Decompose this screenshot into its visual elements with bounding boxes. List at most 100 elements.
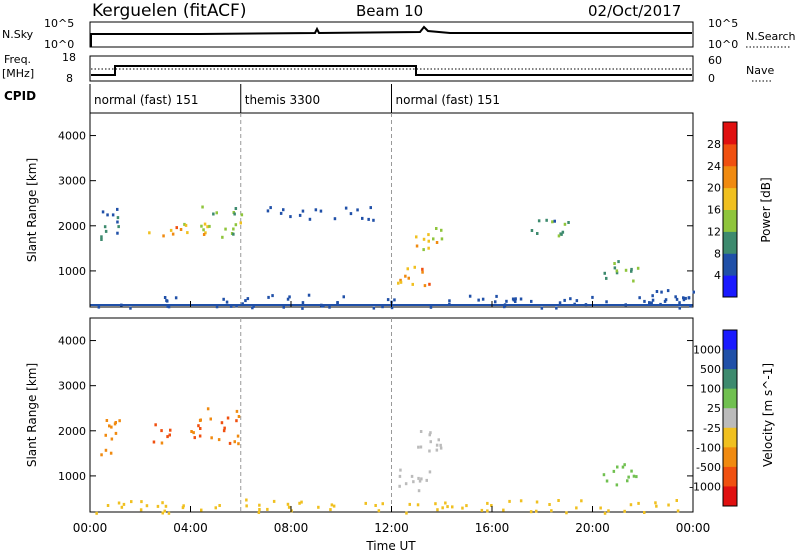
scatter-cell (412, 480, 415, 484)
scatter-cell (104, 448, 108, 452)
y-tick-label: 4000 (58, 335, 86, 348)
scatter-cell (286, 502, 290, 506)
scatter-cell (116, 220, 119, 224)
scatter-cell (627, 475, 630, 479)
scatter-cell (300, 500, 303, 504)
scatter-cell (684, 296, 687, 300)
scatter-cell (190, 430, 193, 433)
noise-left-tick-top: 10^5 (44, 17, 74, 30)
scatter-cell (557, 499, 560, 502)
power-colorbar-swatch (723, 187, 737, 210)
scatter-cell (169, 428, 172, 432)
scatter-cell (404, 482, 408, 486)
scatter-cell (100, 238, 103, 241)
power-colorbar-tick: 20 (707, 182, 721, 195)
scatter-cell (154, 423, 157, 427)
scatter-cell (307, 293, 311, 297)
scatter-cell (271, 294, 274, 298)
scatter-cell (223, 426, 226, 430)
scatter-cell (113, 422, 117, 426)
scatter-cell (257, 511, 261, 514)
x-tick-label: 00:00 (73, 521, 108, 535)
scatter-cell (199, 418, 202, 422)
scatter-cell (166, 304, 169, 308)
power-colorbar-tick: 12 (707, 225, 721, 238)
scatter-cell (200, 224, 203, 228)
scatter-cell (624, 268, 628, 272)
scatter-cell (637, 501, 640, 505)
scatter-cell (117, 225, 120, 229)
scatter-cell (209, 417, 212, 421)
scatter-cell (648, 301, 651, 305)
station-title: Kerguelen (fitACF) (92, 1, 246, 21)
scatter-cell (317, 505, 320, 509)
scatter-cell (502, 508, 505, 512)
power-colorbar-label: Power [dB] (759, 177, 773, 242)
scatter-cell (429, 440, 432, 444)
scatter-cell (232, 227, 235, 231)
scatter-cell (377, 509, 381, 513)
scatter-cell (298, 213, 302, 217)
velocity-colorbar-tick: 25 (707, 402, 721, 415)
scatter-cell (168, 433, 171, 437)
scatter-cell (192, 431, 195, 435)
velocity-colorbar-swatch (723, 466, 737, 487)
scatter-cell (607, 509, 610, 513)
power-colorbar-tick: 24 (707, 160, 721, 173)
scatter-cell (569, 297, 572, 301)
scatter-cell (615, 271, 619, 275)
scatter-cell (103, 225, 107, 229)
scatter-cell (407, 276, 410, 280)
y-tick-label: 3000 (58, 175, 86, 188)
scatter-cell (511, 297, 515, 301)
scatter-cell (130, 500, 133, 504)
scatter-cell (537, 219, 541, 223)
x-tick-label: 16:00 (475, 521, 510, 535)
scatter-cell (175, 226, 178, 230)
scatter-cell (202, 233, 206, 236)
scatter-cell (169, 228, 173, 232)
scatter-cell (163, 509, 166, 513)
scatter-cell (567, 221, 570, 224)
scatter-cell (111, 213, 115, 217)
scatter-cell (605, 276, 608, 280)
scatter-cell (428, 449, 431, 453)
scatter-cell (559, 232, 562, 236)
power-y-axis: 1000 2000 3000 4000 (58, 130, 693, 278)
scatter-cell (101, 210, 105, 214)
scatter-cell (411, 282, 414, 286)
scatter-cell (301, 306, 304, 310)
scatter-cell (162, 234, 165, 238)
scatter-cell (245, 498, 248, 502)
scatter-cell (615, 269, 619, 273)
scatter-cell (182, 504, 185, 508)
scatter-cell (434, 502, 437, 506)
scatter-cell (106, 213, 109, 217)
scatter-cell (435, 227, 438, 230)
scatter-cell (612, 469, 616, 473)
scatter-cell (164, 504, 168, 508)
scatter-cell (97, 305, 101, 309)
scatter-cell (204, 231, 207, 235)
scatter-cell (495, 294, 498, 298)
x-tick-label: 12:00 (374, 521, 409, 535)
scatter-cell (246, 297, 250, 301)
scatter-cell (428, 282, 431, 286)
scatter-cell (160, 441, 164, 445)
scatter-cell (148, 231, 151, 235)
scatter-cell (666, 289, 670, 293)
scatter-cell (477, 298, 480, 302)
scatter-cell (206, 407, 210, 411)
scatter-cell (240, 213, 244, 217)
power-colorbar-swatch (723, 253, 737, 276)
scatter-cell (629, 503, 633, 507)
scatter-cell (397, 281, 400, 285)
scatter-cell (214, 506, 217, 510)
power-colorbar-swatch (723, 231, 737, 254)
scatter-cell (193, 436, 196, 440)
scatter-cell (386, 298, 390, 302)
velocity-colorbar-swatch (723, 388, 737, 409)
scatter-cell (258, 503, 261, 507)
scatter-cell (428, 433, 431, 437)
power-panel: 1000 2000 3000 4000 Slant Range [km] 4 8 12 16… (25, 112, 773, 310)
